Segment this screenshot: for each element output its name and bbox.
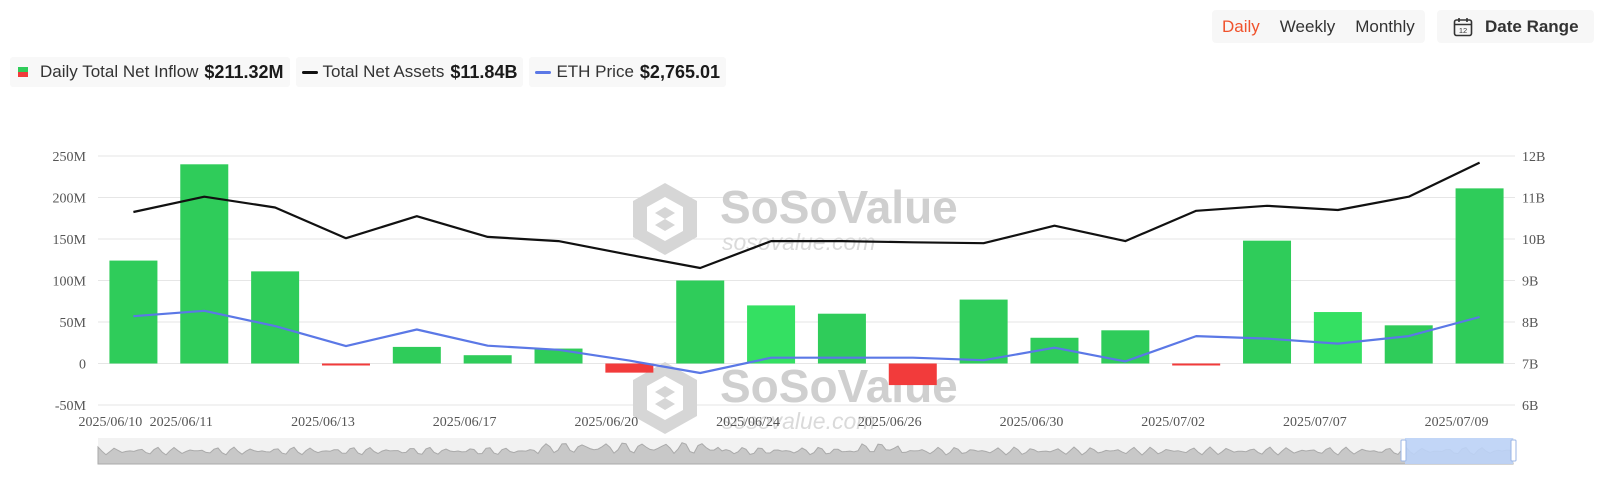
calendar-icon: 12 (1453, 17, 1473, 36)
x-axis-tick: 2025/06/11 (150, 415, 213, 430)
left-axis-tick: 200M (53, 192, 87, 207)
navigator-overview (97, 442, 1514, 465)
left-axis-tick: 250M (53, 150, 87, 165)
eth-price-line[interactable] (133, 309, 1480, 375)
inflow-bar[interactable] (676, 280, 725, 364)
legend-inflow-label: Daily Total Net Inflow (40, 62, 199, 81)
x-axis-tick: 2025/06/13 (291, 415, 355, 430)
range-navigator[interactable] (97, 438, 1517, 465)
right-axis-tick: 7B (1522, 358, 1538, 373)
watermark-url-2: sosovalue.com (722, 408, 875, 434)
legend-inflow-value: $211.32M (204, 61, 284, 82)
inflow-bar[interactable] (959, 299, 1008, 364)
right-axis-tick: 6B (1522, 399, 1538, 414)
right-axis-tick: 9B (1522, 275, 1538, 290)
navigator-right-handle[interactable] (1510, 439, 1517, 462)
inflow-bar[interactable] (109, 260, 158, 364)
left-axis-tick: 100M (53, 275, 87, 290)
watermark-bottom: SoSoValue sosovalue.com (633, 360, 958, 434)
inflow-bar[interactable] (1313, 312, 1362, 364)
grid-lines (98, 155, 1515, 406)
inflow-bar[interactable] (251, 271, 300, 364)
x-axis-tick: 2025/07/07 (1283, 415, 1347, 430)
x-axis-tick: 2025/06/20 (574, 415, 638, 430)
price-swatch-icon (535, 70, 552, 74)
date-range-label: Date Range (1485, 16, 1579, 36)
watermark-brand: SoSoValue (720, 181, 958, 233)
x-axis: 2025/06/10 2025/06/11 2025/06/13 2025/06/17… (79, 415, 1489, 430)
period-weekly-button[interactable]: Weekly (1279, 17, 1336, 36)
x-axis-tick: 2025/06/26 (858, 415, 922, 430)
watermark-top: SoSoValue sosovalue.com (633, 181, 958, 255)
right-axis-tick: 12B (1522, 150, 1545, 165)
navigator-selection[interactable] (1405, 438, 1513, 464)
watermark-layer: SoSoValue sosovalue.com SoSoValue sosova… (633, 181, 958, 434)
inflow-bar[interactable] (1172, 363, 1221, 366)
inflow-bar[interactable] (888, 363, 937, 386)
assets-swatch-icon (301, 70, 318, 74)
right-axis-tick: 10B (1522, 233, 1545, 248)
legend-item-assets[interactable]: Total Net Assets $11.84B (295, 57, 524, 87)
inflow-bar[interactable] (817, 313, 866, 364)
left-axis-tick: 150M (53, 233, 87, 248)
period-selector: Daily Weekly Monthly (1212, 10, 1425, 43)
right-axis-tick: 11B (1522, 192, 1545, 207)
navigator-left-handle[interactable] (1400, 439, 1407, 462)
inflow-bar[interactable] (321, 363, 370, 366)
x-axis-tick: 2025/06/10 (79, 415, 143, 430)
left-axis-tick: 50M (60, 316, 87, 331)
left-axis: 250M 200M 150M 100M 50M 0 -50M (53, 150, 87, 414)
legend-assets-value: $11.84B (450, 61, 518, 82)
inflow-swatch-icon (18, 67, 28, 77)
x-axis-tick: 2025/07/09 (1425, 415, 1489, 430)
legend-item-price[interactable]: ETH Price $2,765.01 (529, 57, 726, 87)
legend-assets-label: Total Net Assets (322, 62, 445, 81)
inflow-bar[interactable] (1455, 188, 1504, 364)
right-axis: 12B 11B 10B 9B 8B 7B 6B (1522, 150, 1545, 414)
inflow-bar[interactable] (1243, 240, 1292, 364)
x-axis-tick: 2025/07/02 (1141, 415, 1205, 430)
right-axis-tick: 8B (1522, 316, 1538, 331)
legend-price-label: ETH Price (556, 62, 634, 81)
inflow-bar[interactable] (392, 346, 441, 364)
series-lines (133, 161, 1481, 375)
left-axis-tick: 0 (79, 358, 86, 373)
inflow-bar[interactable] (180, 164, 229, 364)
chart-legend: Daily Total Net Inflow $211.32M Total Ne… (10, 57, 726, 87)
period-monthly-button[interactable]: Monthly (1355, 17, 1415, 36)
inflow-bar[interactable] (463, 355, 512, 364)
calendar-day: 12 (1459, 26, 1467, 35)
x-axis-tick: 2025/06/17 (433, 415, 497, 430)
left-axis-tick: -50M (55, 399, 87, 414)
net-assets-line[interactable] (133, 161, 1481, 270)
legend-price-value: $2,765.01 (639, 61, 720, 82)
legend-item-inflow[interactable]: Daily Total Net Inflow $211.32M (10, 57, 290, 87)
date-range-button[interactable]: 12 Date Range (1437, 10, 1594, 43)
inflow-bar[interactable] (605, 363, 654, 373)
x-axis-tick: 2025/06/24 (716, 415, 780, 430)
inflow-bar[interactable] (747, 305, 796, 364)
x-axis-tick: 2025/06/30 (1000, 415, 1064, 430)
period-daily-button[interactable]: Daily (1222, 17, 1260, 36)
